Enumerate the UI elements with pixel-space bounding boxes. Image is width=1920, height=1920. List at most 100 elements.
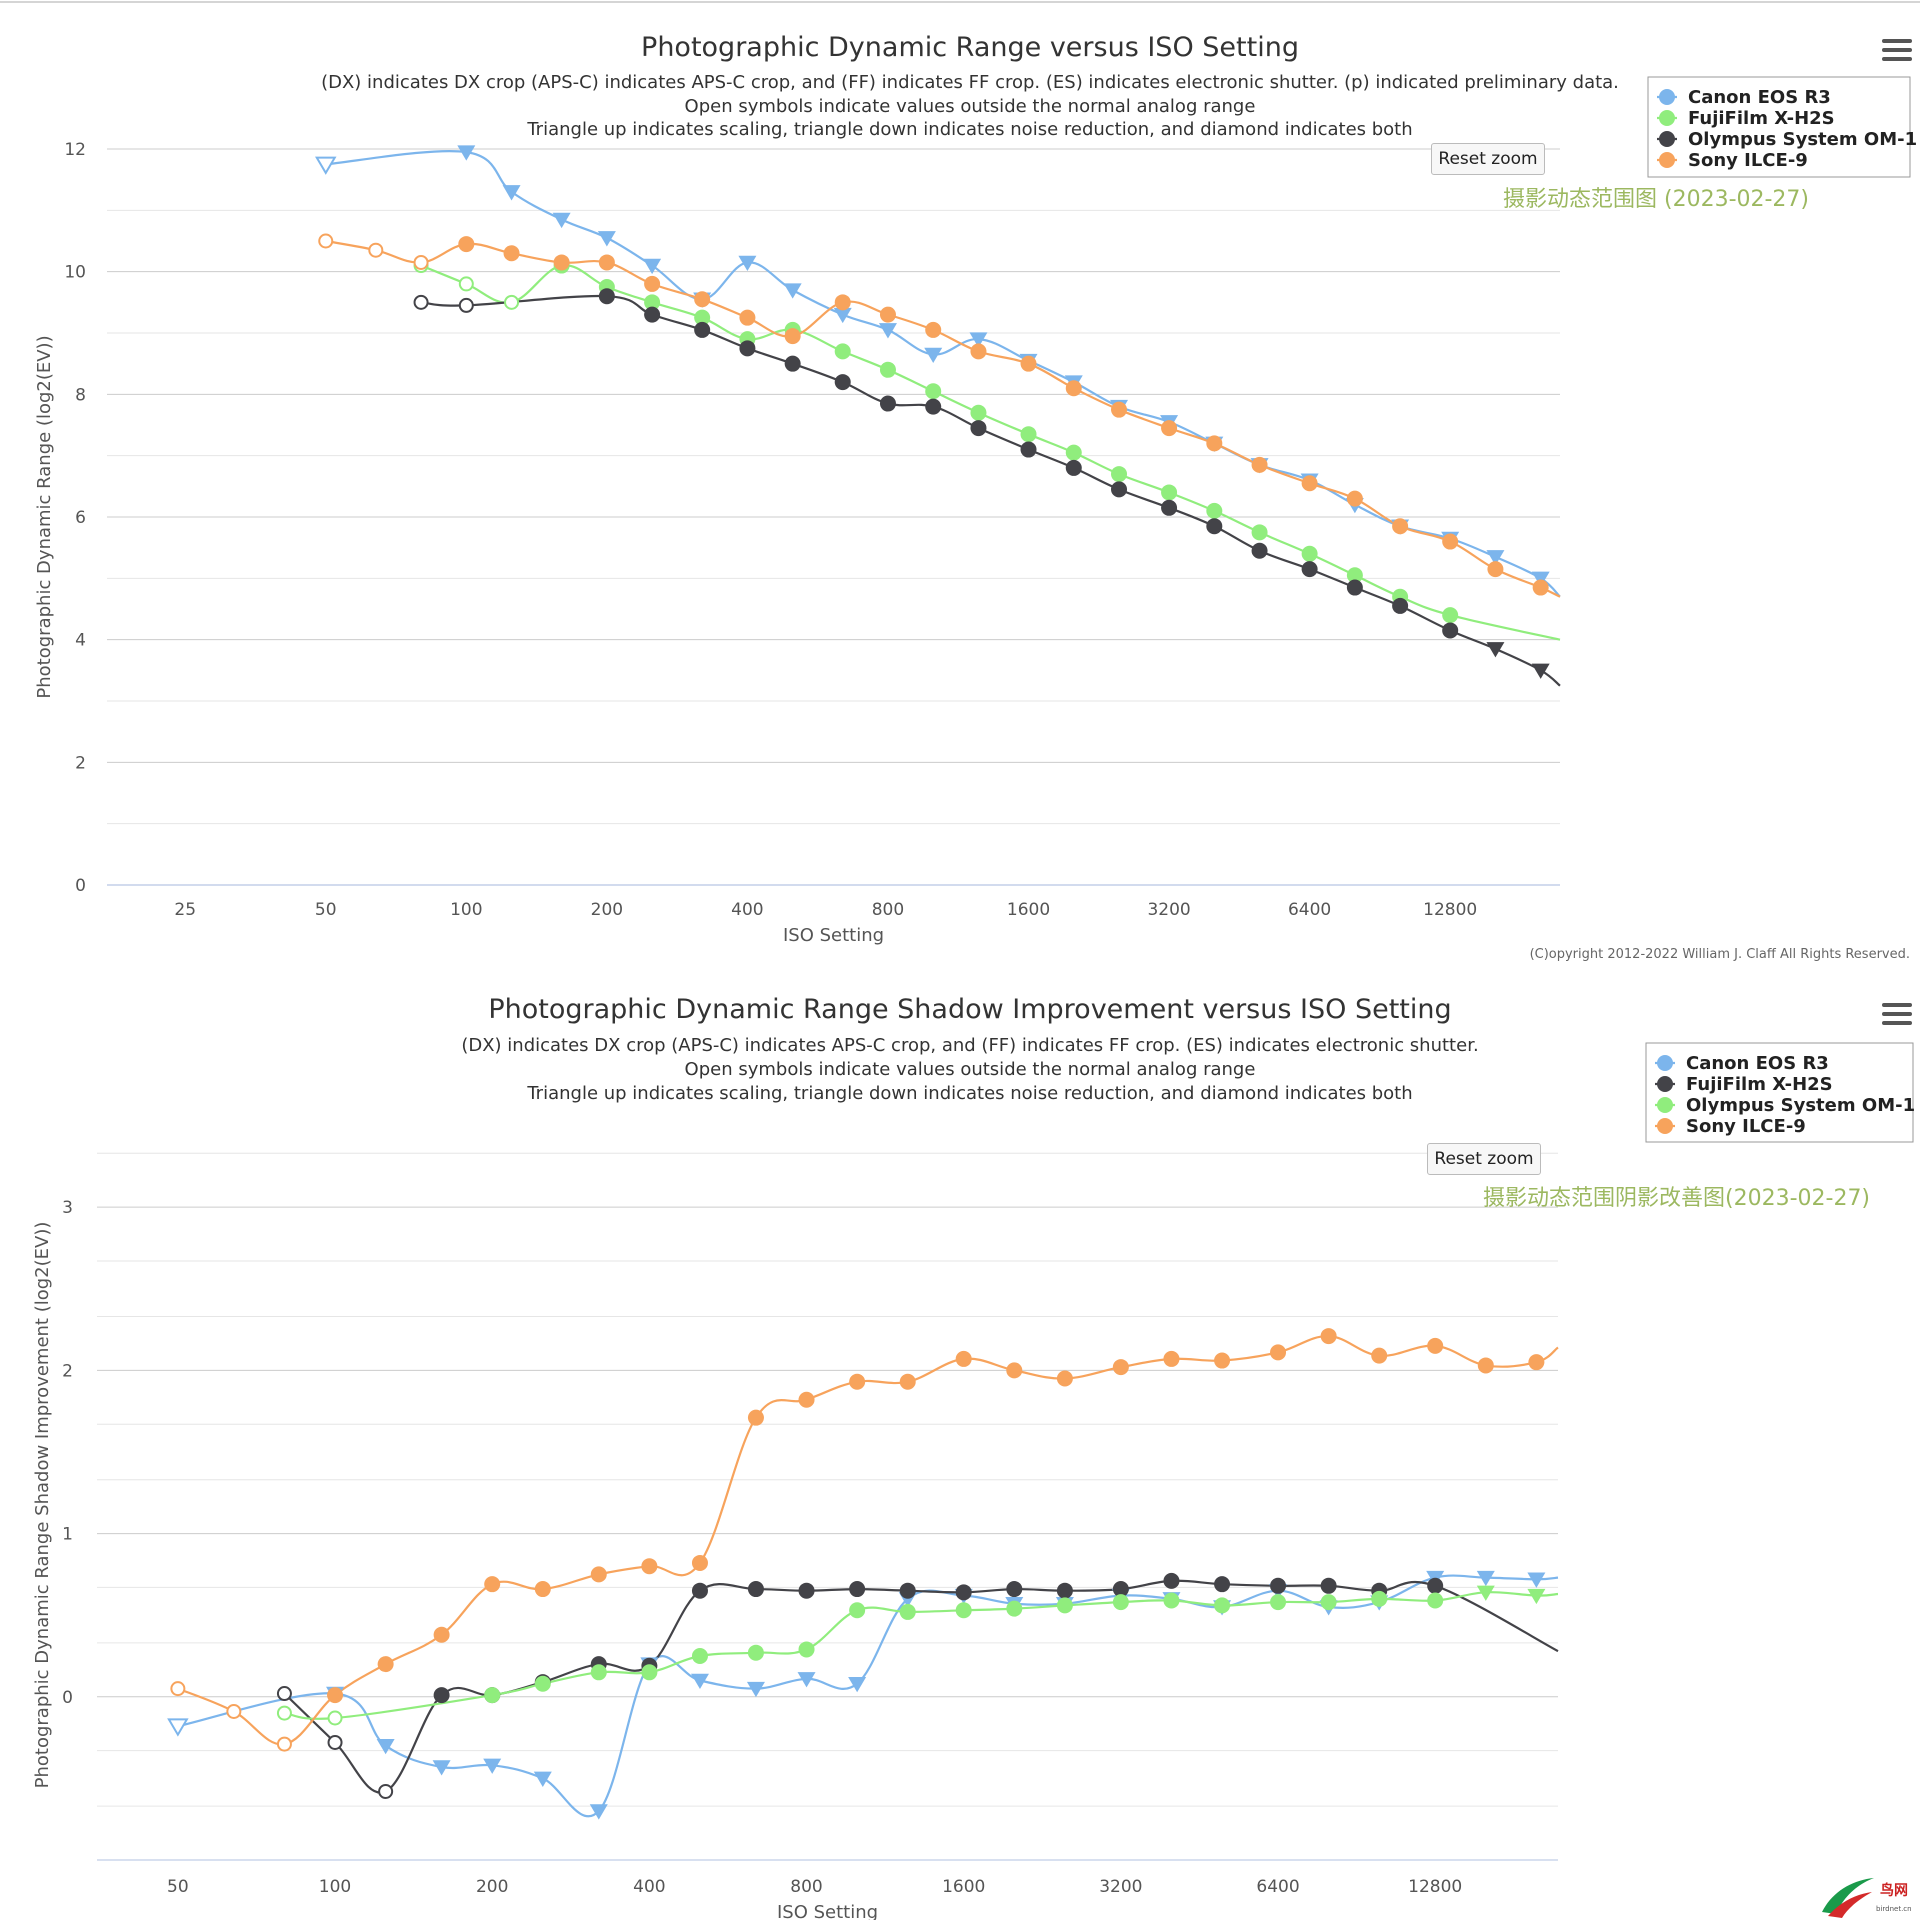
- series-line-1: [420, 264, 1561, 641]
- legend-item: FujiFilm X-H2S: [1688, 108, 1835, 129]
- x-tick-label: 200: [476, 1877, 508, 1897]
- data-point: [377, 1656, 394, 1673]
- data-point: [534, 1675, 551, 1692]
- data-point: [925, 383, 942, 400]
- data-point: [1112, 1594, 1129, 1611]
- data-point: [924, 347, 943, 364]
- data-point: [598, 288, 615, 305]
- data-point: [1270, 1594, 1287, 1611]
- chart-title: Photographic Dynamic Range Shadow Improv…: [488, 994, 1451, 1025]
- data-point: [484, 1687, 501, 1704]
- data-point: [691, 1554, 708, 1571]
- copyright-credit: (C)opyright 2012-2022 William J. Claff A…: [1530, 947, 1910, 962]
- data-point: [955, 1584, 972, 1601]
- data-point: [483, 1758, 502, 1774]
- data-point: [798, 1582, 815, 1599]
- data-point: [849, 1581, 866, 1598]
- data-point: [597, 231, 616, 247]
- data-point: [1020, 441, 1037, 458]
- data-point: [318, 233, 334, 249]
- data-point: [925, 398, 942, 415]
- data-point: [1371, 1590, 1388, 1607]
- data-point: [484, 1576, 501, 1593]
- watermark-text: 摄影动态范围阴影改善图(2023-02-27): [1483, 1186, 1870, 1211]
- data-point: [1161, 484, 1178, 501]
- data-point: [783, 283, 802, 299]
- data-point: [739, 309, 756, 326]
- data-point: [747, 1409, 764, 1426]
- data-point: [1006, 1581, 1023, 1598]
- reset-zoom-button[interactable]: Reset zoom: [1431, 143, 1545, 175]
- data-point: [376, 1738, 395, 1755]
- x-tick-label: 400: [731, 900, 763, 920]
- x-tick-label: 6400: [1288, 900, 1331, 920]
- data-point: [590, 1664, 607, 1681]
- legend-symbol: [1657, 1055, 1673, 1071]
- data-point: [1020, 426, 1037, 443]
- data-point: [644, 294, 661, 311]
- data-point: [899, 1603, 916, 1620]
- data-point: [747, 1644, 764, 1661]
- legend-symbol: [1659, 131, 1675, 147]
- data-point: [432, 1760, 451, 1776]
- legend-symbol: [1657, 1097, 1673, 1113]
- data-point: [1065, 459, 1082, 476]
- x-axis-title: ISO Setting: [777, 1902, 878, 1920]
- data-point: [1476, 1570, 1495, 1587]
- y-tick-label: 0: [75, 876, 86, 896]
- hamburger-menu-icon[interactable]: [1882, 1003, 1912, 1029]
- data-point: [1111, 466, 1128, 483]
- x-tick-label: 400: [633, 1877, 665, 1897]
- data-point: [1065, 380, 1082, 397]
- logo-subtext: birdnet.cn: [1876, 1905, 1912, 1913]
- data-point: [798, 1391, 815, 1408]
- data-point: [1346, 567, 1363, 584]
- hamburger-menu-icon[interactable]: [1882, 39, 1912, 65]
- x-tick-label: 1600: [942, 1877, 985, 1897]
- chart-title: Photographic Dynamic Range versus ISO Se…: [641, 32, 1299, 63]
- data-point: [784, 355, 801, 372]
- data-point: [1251, 456, 1268, 473]
- x-tick-label: 100: [450, 900, 482, 920]
- legend-item: Sony ILCE-9: [1686, 1116, 1806, 1137]
- legend-symbol: [1657, 1118, 1673, 1134]
- x-tick-label: 25: [174, 900, 196, 920]
- data-point: [1111, 401, 1128, 418]
- data-point: [899, 1373, 916, 1390]
- data-point: [879, 361, 896, 378]
- data-point: [739, 340, 756, 357]
- data-point: [644, 275, 661, 292]
- data-point: [1486, 642, 1505, 658]
- y-tick-label: 8: [75, 385, 86, 405]
- x-tick-label: 50: [315, 900, 337, 920]
- chart-subtitle: Triangle up indicates scaling, triangle …: [526, 119, 1412, 140]
- x-tick-label: 12800: [1408, 1877, 1462, 1897]
- data-point: [1214, 1576, 1231, 1593]
- top-rule: [0, 1, 1920, 3]
- data-point: [276, 1736, 292, 1752]
- x-tick-label: 3200: [1147, 900, 1190, 920]
- data-point: [691, 1582, 708, 1599]
- legend-box: [1645, 1042, 1914, 1143]
- data-point: [1392, 597, 1409, 614]
- data-point: [1531, 571, 1550, 587]
- chart-subtitle: Triangle up indicates scaling, triangle …: [526, 1083, 1412, 1104]
- data-point: [899, 1582, 916, 1599]
- reset-zoom-button[interactable]: Reset zoom: [1427, 1143, 1541, 1175]
- data-point: [1427, 1337, 1444, 1354]
- data-point: [691, 1647, 708, 1664]
- data-point: [458, 236, 475, 253]
- x-tick-label: 200: [591, 900, 623, 920]
- data-point: [433, 1687, 450, 1704]
- data-point: [1301, 475, 1318, 492]
- legend-box: [1647, 76, 1911, 178]
- x-tick-label: 6400: [1256, 1877, 1299, 1897]
- legend-item: Olympus System OM-1: [1686, 1095, 1915, 1116]
- data-point: [1111, 481, 1128, 498]
- data-point: [533, 1771, 552, 1787]
- data-point: [955, 1350, 972, 1367]
- data-point: [368, 242, 384, 258]
- data-point: [167, 1718, 189, 1737]
- data-point: [1427, 1577, 1444, 1594]
